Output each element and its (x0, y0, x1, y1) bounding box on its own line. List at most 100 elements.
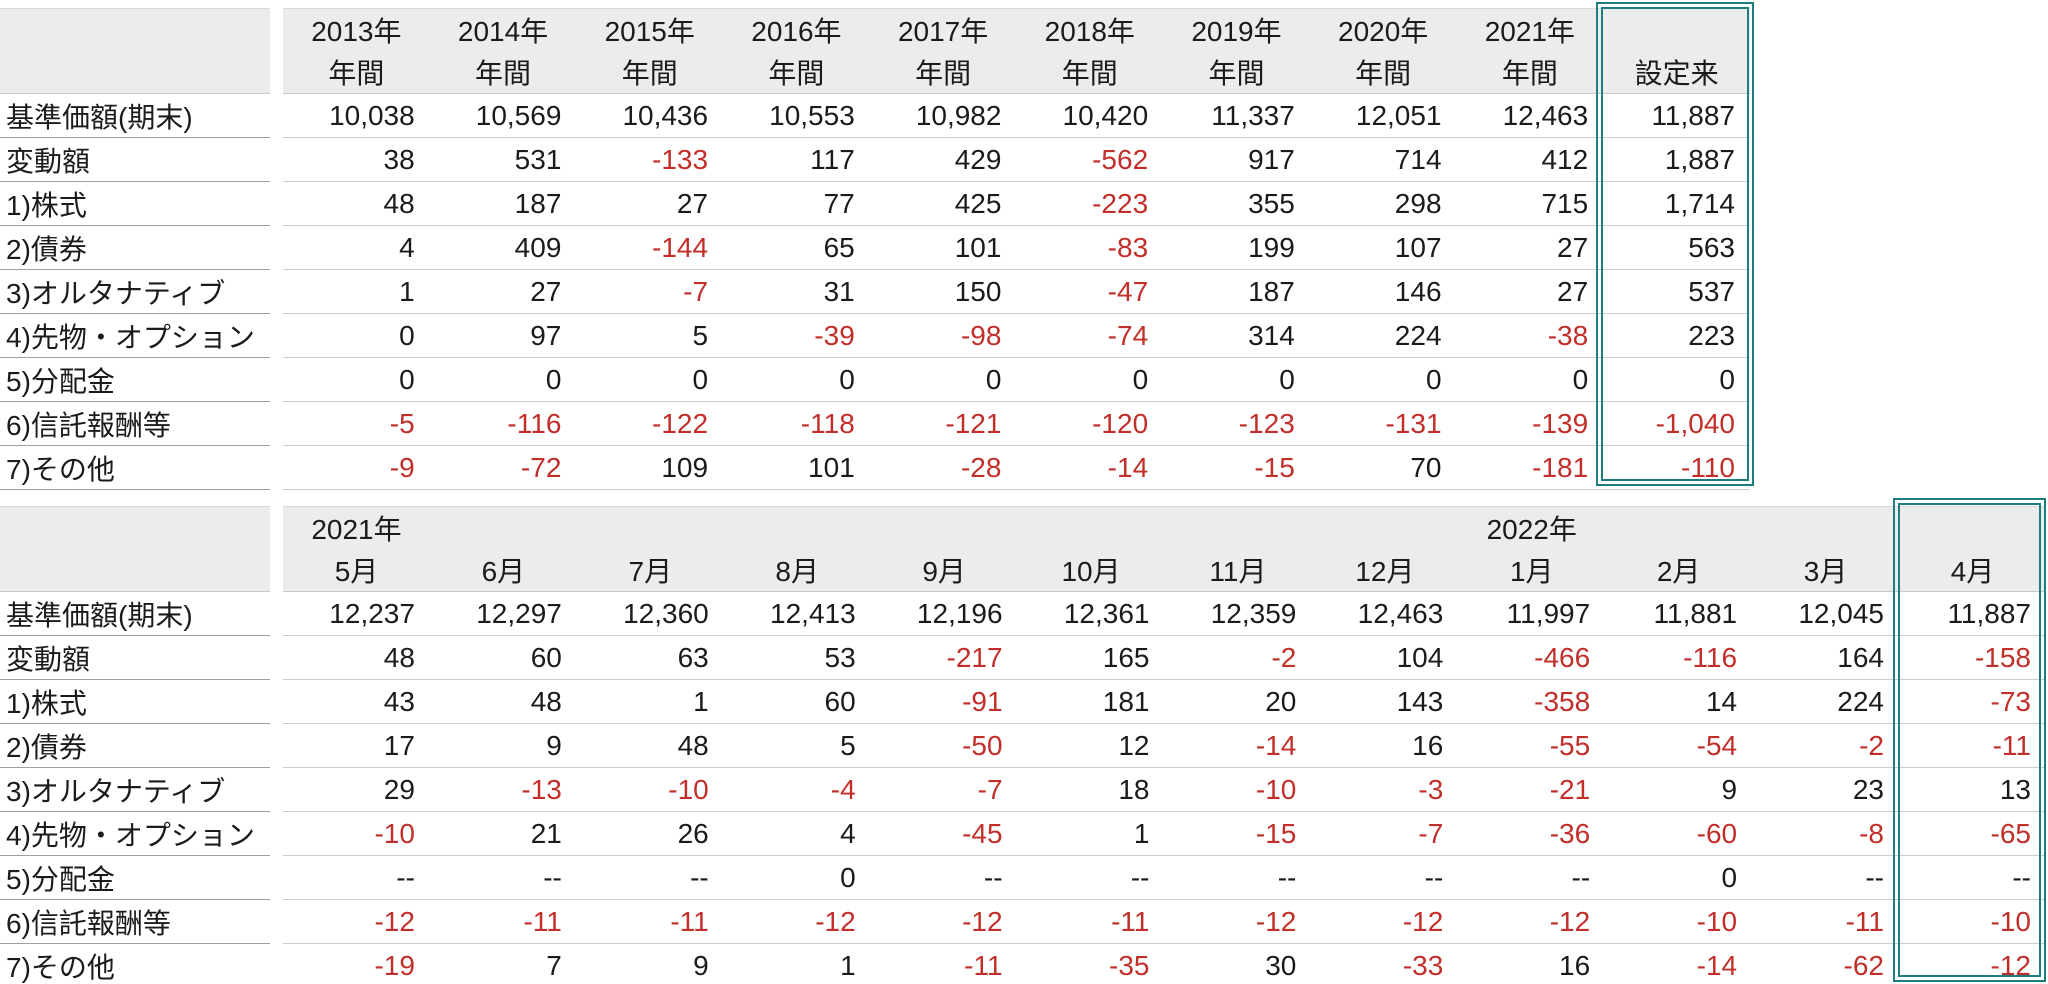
value-cell: 10,038 (283, 93, 430, 138)
value-cell: 38 (283, 137, 430, 182)
value-cell: 13 (1899, 767, 2046, 812)
value-cell: 53 (723, 635, 871, 680)
value-cell: -36 (1458, 811, 1606, 856)
header-row-period: 5月 6月 7月 8月 9月 10月 11月 12月 1月 2月 3月 4月 (0, 549, 2046, 592)
value-cell: -50 (870, 723, 1018, 768)
value-cell: 9 (429, 723, 577, 768)
value-cell: 714 (1309, 137, 1457, 182)
value-cell: 7 (429, 943, 577, 984)
value-cell: 20 (1164, 679, 1312, 724)
row-spacer (270, 855, 284, 900)
column-header-year: 2016年 (723, 8, 870, 51)
value-cell: -15 (1163, 445, 1310, 490)
value-cell: 412 (1456, 137, 1604, 182)
value-cell: -144 (576, 225, 724, 270)
value-cell: -11 (1899, 723, 2046, 768)
value-cell: 107 (1309, 225, 1457, 270)
column-header-year (1752, 506, 1899, 549)
value-cell: 17 (283, 723, 430, 768)
value-cell: 104 (1311, 635, 1459, 680)
value-cell: 16 (1458, 943, 1606, 984)
value-cell: -91 (870, 679, 1018, 724)
row-label: 6)信託報酬等 (0, 401, 271, 446)
value-cell: -12 (723, 899, 871, 944)
value-cell: -181 (1456, 445, 1604, 490)
row-label: 3)オルタナティブ (0, 767, 271, 812)
column-header-period: 2月 (1605, 549, 1753, 592)
row-spacer (270, 445, 284, 490)
value-cell: -562 (1016, 137, 1164, 182)
value-cell: 314 (1163, 313, 1310, 358)
value-cell: 4 (283, 225, 430, 270)
column-header-year (429, 506, 577, 549)
value-cell: -7 (1311, 811, 1459, 856)
value-cell: 27 (1456, 225, 1604, 270)
table-row: 6)信託報酬等 -12 -11 -11 -12 -12 -11 -12 -12 -12 -10 -11… (0, 899, 2046, 944)
value-cell: 9 (1605, 767, 1753, 812)
value-cell: 63 (576, 635, 724, 680)
value-cell: 429 (869, 137, 1017, 182)
column-header-period: 10月 (1017, 549, 1165, 592)
value-cell: 0 (429, 357, 577, 402)
column-header-year (1164, 506, 1312, 549)
value-cell: -133 (576, 137, 724, 182)
value-cell: 12,359 (1164, 591, 1312, 636)
column-header-period: 年間 (283, 51, 430, 94)
value-cell: -55 (1458, 723, 1606, 768)
value-cell: -131 (1309, 401, 1457, 446)
value-cell: 109 (576, 445, 724, 490)
value-cell: 0 (283, 357, 430, 402)
table-row: 基準価額(期末) 12,237 12,297 12,360 12,413 12,196 12… (0, 591, 2046, 636)
value-cell: 0 (723, 357, 870, 402)
value-cell: 0 (1309, 357, 1457, 402)
value-cell: 0 (1456, 357, 1604, 402)
table-row: 5)分配金 0 0 0 0 0 0 0 0 0 0 (0, 357, 1750, 402)
value-cell: -3 (1311, 767, 1459, 812)
value-cell: -15 (1164, 811, 1312, 856)
value-cell: 0 (283, 313, 430, 358)
value-cell: 12,051 (1309, 93, 1457, 138)
table-row: 基準価額(期末) 10,038 10,569 10,436 10,553 10,982 10… (0, 93, 1750, 138)
value-cell: 21 (429, 811, 577, 856)
value-cell: 10,420 (1016, 93, 1164, 138)
value-cell: -45 (870, 811, 1018, 856)
annual-table-section: 2013年 2014年 2015年 2016年 2017年 2018年 2019年 2020年… (0, 2, 1754, 490)
column-header-period: 6月 (429, 549, 577, 592)
row-label: 4)先物・オプション (0, 811, 271, 856)
value-cell: -122 (576, 401, 724, 446)
column-header-period: 1月 (1458, 549, 1606, 592)
value-cell: -123 (1163, 401, 1310, 446)
value-cell: 23 (1752, 767, 1899, 812)
table-row: 7)その他 -19 7 9 1 -11 -35 30 -33 16 -14 -62 -12 (0, 943, 2046, 984)
value-cell: 30 (1164, 943, 1312, 984)
value-cell: 0 (1163, 357, 1310, 402)
value-cell: -158 (1899, 635, 2046, 680)
value-cell: 27 (1456, 269, 1604, 314)
value-cell: -11 (870, 943, 1018, 984)
value-cell: 1,887 (1603, 137, 1750, 182)
value-cell: 0 (576, 357, 724, 402)
row-spacer (270, 811, 284, 856)
value-cell: -12 (870, 899, 1018, 944)
value-cell: 224 (1752, 679, 1899, 724)
table-row: 5)分配金 -- -- -- 0 -- -- -- -- -- 0 -- -- (0, 855, 2046, 900)
value-cell: 16 (1311, 723, 1459, 768)
value-cell: -13 (429, 767, 577, 812)
row-spacer (270, 591, 284, 636)
value-cell: 1 (576, 679, 724, 724)
value-cell: 199 (1163, 225, 1310, 270)
value-cell: -47 (1016, 269, 1164, 314)
value-cell: 165 (1017, 635, 1165, 680)
value-cell: 146 (1309, 269, 1457, 314)
corner-cell (0, 506, 271, 592)
value-cell: 10,553 (723, 93, 870, 138)
column-header-year: 2013年 (283, 8, 430, 51)
value-cell: 143 (1311, 679, 1459, 724)
value-cell: -4 (723, 767, 871, 812)
value-cell: -217 (870, 635, 1018, 680)
value-cell: -116 (429, 401, 577, 446)
column-header-year: 2020年 (1309, 8, 1457, 51)
value-cell: -11 (429, 899, 577, 944)
table-row: 1)株式 43 48 1 60 -91 181 20 143 -358 14 224 -73 (0, 679, 2046, 724)
value-cell: -33 (1311, 943, 1459, 984)
